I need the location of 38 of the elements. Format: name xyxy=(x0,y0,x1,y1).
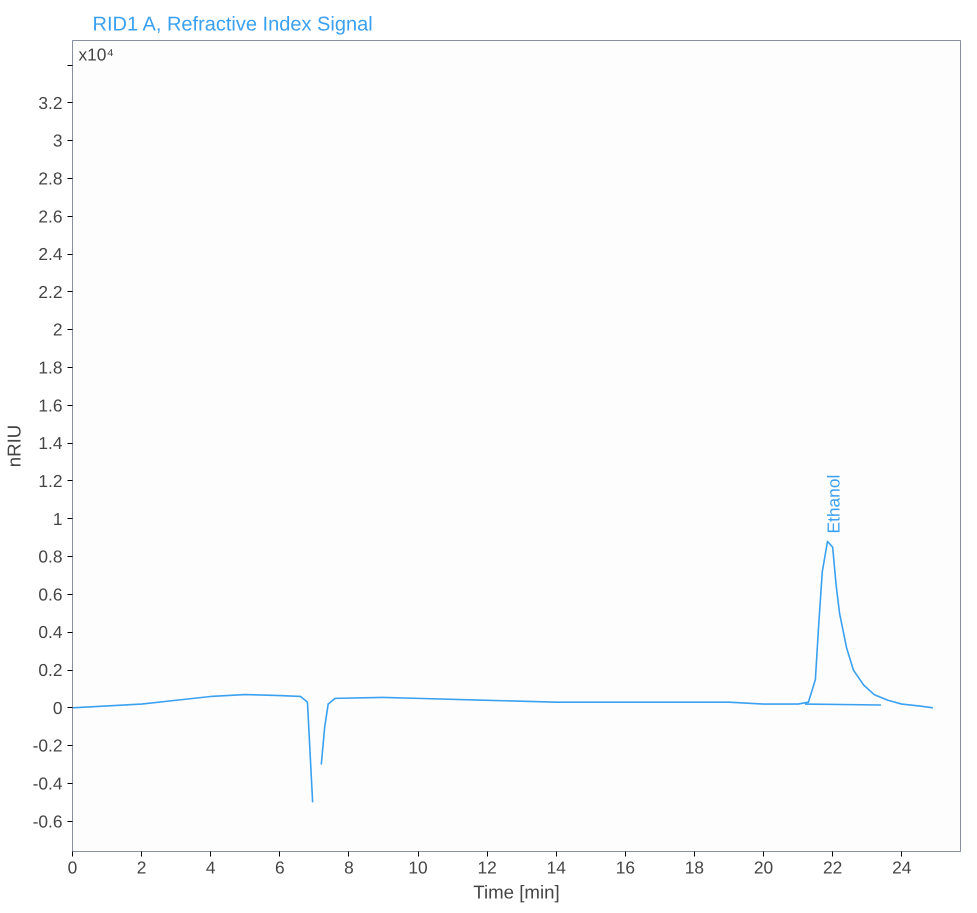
y-tick-label: -0.2 xyxy=(32,736,62,756)
x-axis-title: Time [min] xyxy=(473,882,560,902)
x-tick-label: 6 xyxy=(274,858,285,878)
y-tick-label: 1.8 xyxy=(38,358,63,378)
y-tick-label: 0.2 xyxy=(38,660,63,680)
y-tick-label: 2.2 xyxy=(38,282,63,302)
chart-title: RID1 A, Refractive Index Signal xyxy=(92,14,373,36)
y-tick-label: 3.2 xyxy=(38,92,63,113)
y-tick-label: 1.4 xyxy=(38,433,63,454)
y-tick-label: 2 xyxy=(52,320,63,340)
x-tick-label: 0 xyxy=(68,858,78,878)
x-tick-label: 10 xyxy=(408,858,428,878)
x-tick-label: 8 xyxy=(344,858,354,878)
x-tick-label: 22 xyxy=(823,858,842,878)
y-tick-label: -0.6 xyxy=(32,811,62,832)
y-tick-label: 2.8 xyxy=(38,168,63,188)
y-tick-label: 2.6 xyxy=(38,206,63,226)
y-axis-title: nRIU xyxy=(4,424,25,468)
x-tick-label: 4 xyxy=(206,858,216,878)
y-tick-label: 2.4 xyxy=(38,244,63,264)
y-tick-label: 1.2 xyxy=(38,470,63,491)
x-tick-label: 16 xyxy=(616,858,635,878)
x-tick-label: 18 xyxy=(684,858,704,878)
y-tick-label: 3 xyxy=(52,130,63,151)
y-tick-label: 1.6 xyxy=(38,395,63,416)
x-tick-label: 12 xyxy=(477,858,497,878)
x-tick-label: 2 xyxy=(136,858,146,878)
annotation: Ethanol xyxy=(823,474,844,534)
y-tick-label: 0.8 xyxy=(38,546,63,567)
y-tick-label: -0.4 xyxy=(32,773,63,794)
y-tick-label: 0.6 xyxy=(38,584,63,604)
x-tick-label: 20 xyxy=(754,858,774,878)
annotation: x10⁴ xyxy=(78,44,114,64)
x-tick-label: 24 xyxy=(892,858,912,878)
y-tick-label: 0.4 xyxy=(38,622,63,642)
y-tick-label: 0 xyxy=(52,698,63,718)
x-tick-label: 14 xyxy=(546,858,566,878)
y-tick-label: 1 xyxy=(52,508,63,529)
